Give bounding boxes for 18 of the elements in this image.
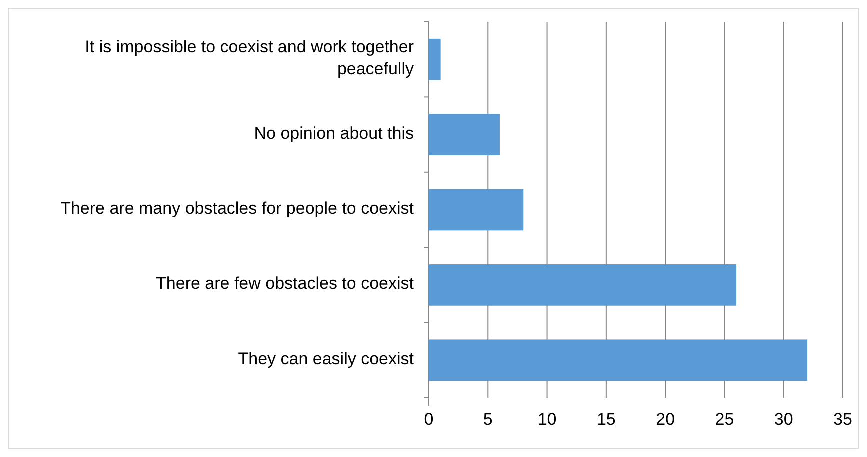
bar <box>429 114 500 156</box>
x-tick-label: 15 <box>596 410 616 429</box>
y-tick-label: They can easily coexist <box>238 350 414 369</box>
x-tick-label: 5 <box>483 410 493 429</box>
bar <box>429 340 808 382</box>
x-tick-label: 0 <box>424 410 434 429</box>
x-tick-label: 25 <box>715 410 734 429</box>
x-tick-label: 20 <box>656 410 676 429</box>
bar <box>429 38 441 80</box>
x-tick-label: 10 <box>538 410 557 429</box>
x-tick-label: 35 <box>834 410 852 429</box>
y-tick-label: No opinion about this <box>254 124 414 144</box>
y-tick-label: There are few obstacles to coexist <box>156 274 414 294</box>
y-tick-label: There are many obstacles for people to coexist <box>60 199 414 218</box>
y-tick-label: It is impossible to coexist and work together peacefully <box>85 38 414 80</box>
bar <box>429 264 737 306</box>
bar <box>429 189 524 231</box>
x-tick-label: 30 <box>774 410 794 429</box>
